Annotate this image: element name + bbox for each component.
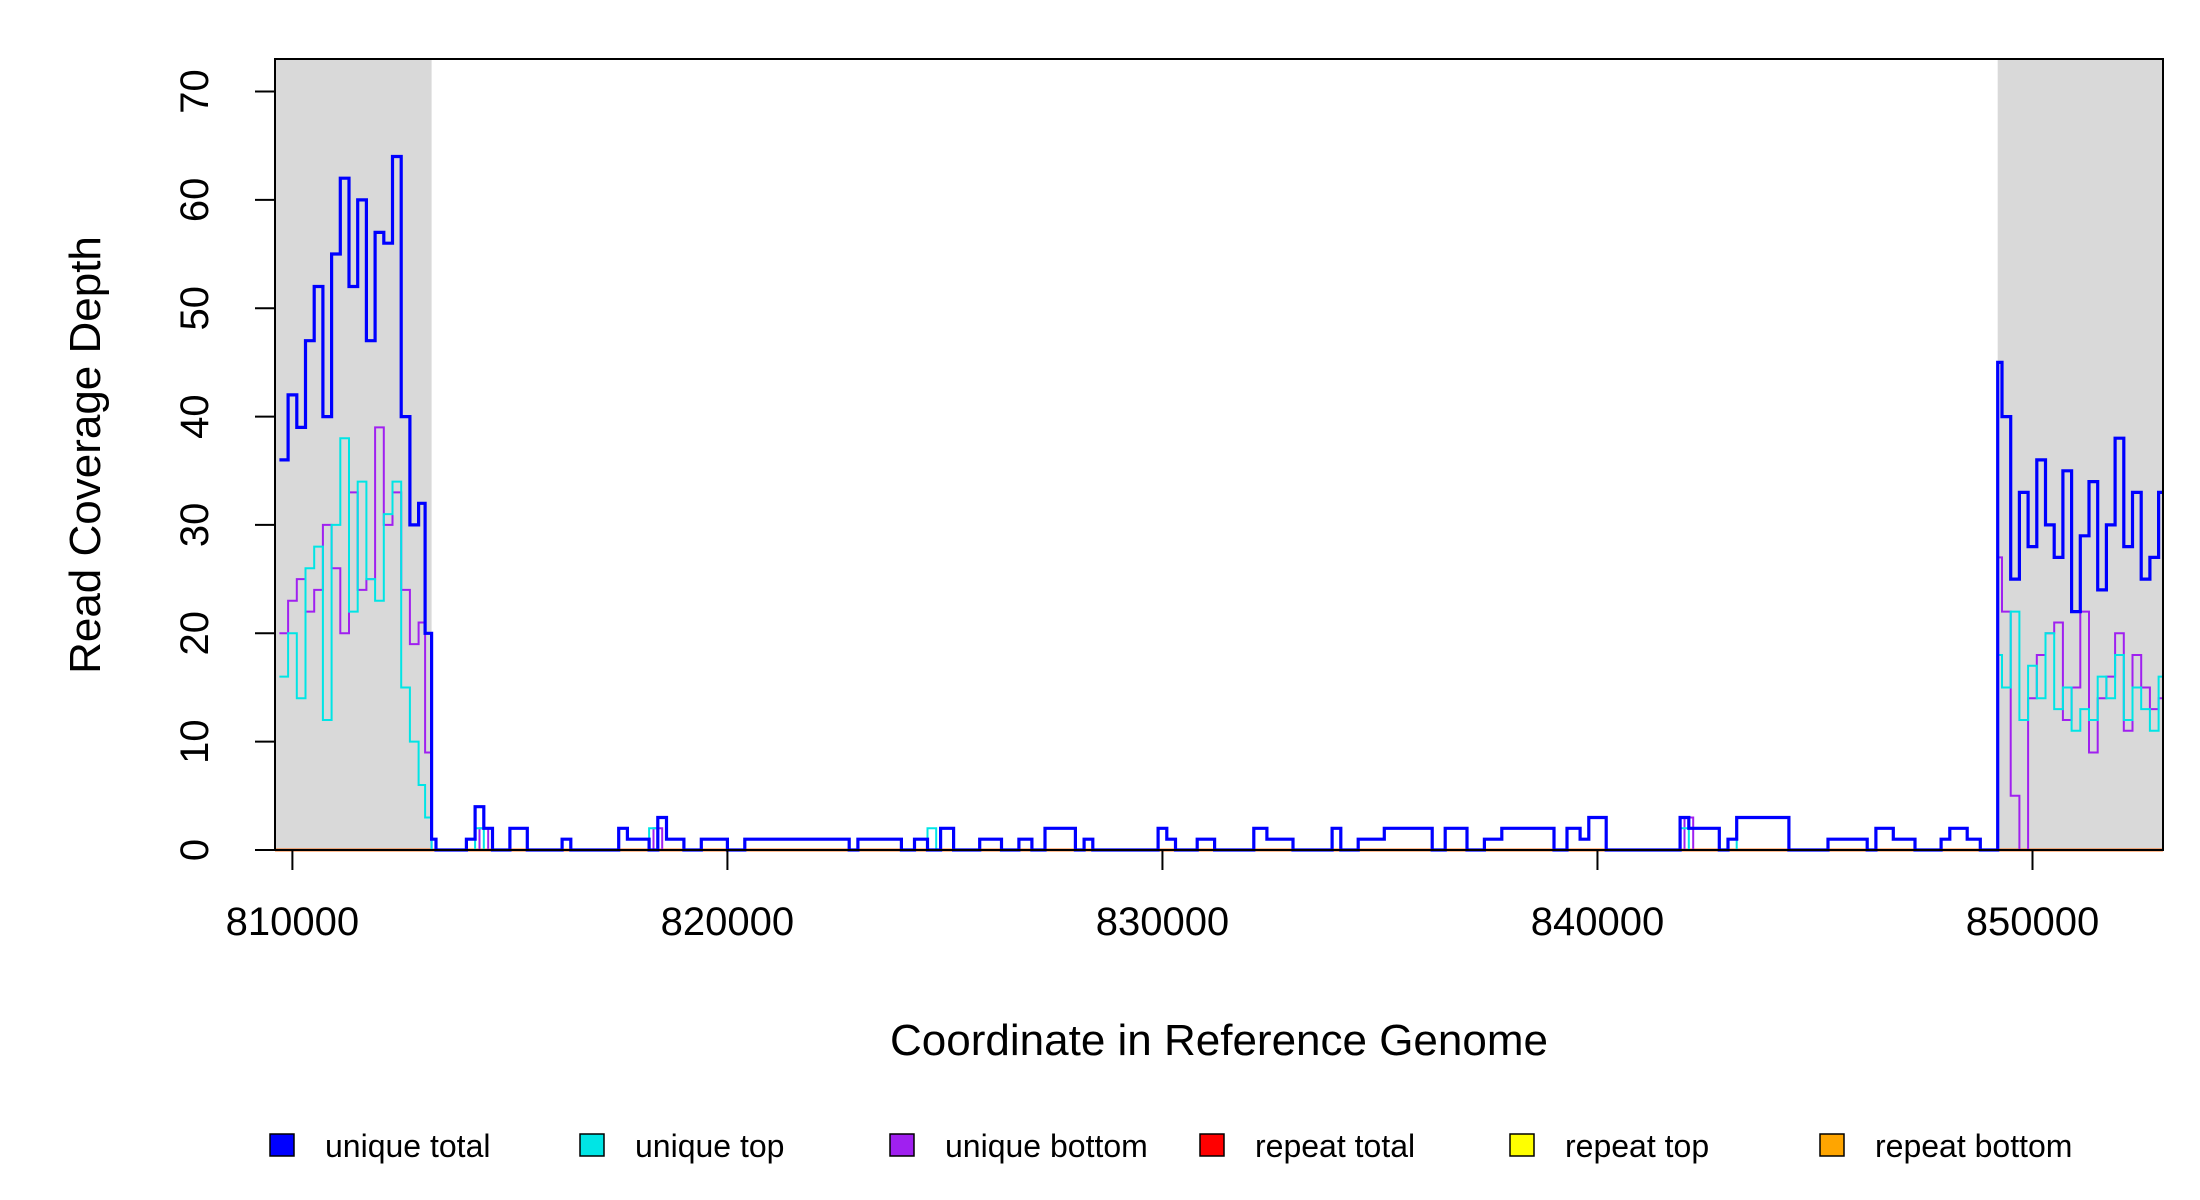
shaded-region-1 [275, 59, 432, 850]
plot-frame [274, 58, 2164, 851]
x-tick-label: 820000 [661, 900, 794, 944]
series-unique-total [279, 154, 2163, 852]
y-tick-label: 70 [173, 69, 217, 114]
y-tick-label: 20 [173, 611, 217, 656]
legend: unique total unique top unique bottom repea… [269, 1128, 2072, 1164]
y-tick-label: 40 [173, 394, 217, 439]
y-axis: 0 10 20 30 40 50 60 70 [173, 69, 276, 861]
legend-label: unique total [325, 1128, 490, 1164]
legend-item-unique-bottom: unique bottom [889, 1128, 1148, 1164]
series-lines [275, 154, 2163, 852]
legend-label: repeat bottom [1875, 1128, 2072, 1164]
legend-label: repeat total [1255, 1128, 1415, 1164]
legend-swatch [1509, 1133, 1535, 1157]
x-tick-label: 840000 [1531, 900, 1664, 944]
legend-swatch [269, 1133, 295, 1157]
y-axis-title: Read Coverage Depth [61, 236, 110, 674]
x-tick-label: 810000 [226, 900, 359, 944]
legend-label: repeat top [1565, 1128, 1709, 1164]
legend-swatch [1819, 1133, 1845, 1157]
legend-swatch [579, 1133, 605, 1157]
legend-item-repeat-bottom: repeat bottom [1819, 1128, 2072, 1164]
legend-label: unique top [635, 1128, 784, 1164]
x-tick-label: 830000 [1096, 900, 1229, 944]
legend-item-repeat-top: repeat top [1509, 1128, 1709, 1164]
legend-swatch [889, 1133, 915, 1157]
x-tick-label: 850000 [1966, 900, 2099, 944]
legend-item-unique-top: unique top [579, 1128, 784, 1164]
series-unique-top [279, 437, 2163, 851]
shaded-regions [275, 59, 2163, 850]
x-axis-title: Coordinate in Reference Genome [890, 1016, 1548, 1065]
y-tick-label: 50 [173, 286, 217, 331]
y-tick-label: 0 [173, 839, 217, 861]
legend-item-repeat-total: repeat total [1199, 1128, 1415, 1164]
y-tick-label: 60 [173, 178, 217, 223]
x-axis: 810000 820000 830000 840000 850000 [226, 849, 2099, 944]
series-unique-bottom [279, 426, 2163, 851]
legend-item-unique-total: unique total [269, 1128, 490, 1164]
legend-swatch [1199, 1133, 1225, 1157]
y-tick-label: 30 [173, 503, 217, 548]
legend-label: unique bottom [945, 1128, 1148, 1164]
y-tick-label: 10 [173, 719, 217, 764]
